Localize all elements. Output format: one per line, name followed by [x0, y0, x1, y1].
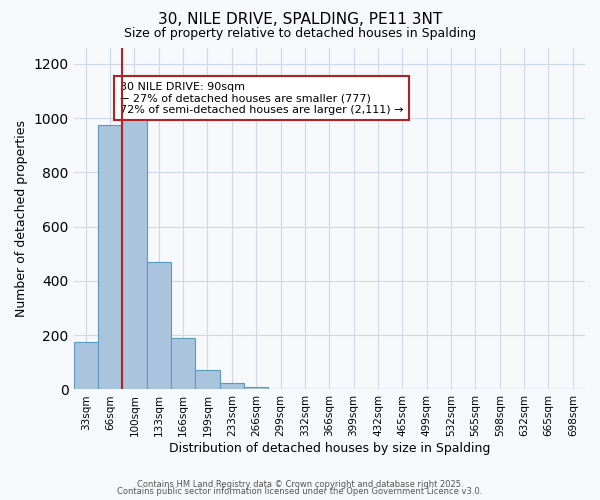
Bar	[122, 118, 146, 390]
Bar	[220, 384, 244, 390]
Bar	[171, 338, 196, 390]
Bar	[244, 386, 268, 390]
Y-axis label: Number of detached properties: Number of detached properties	[15, 120, 28, 317]
Text: Contains public sector information licensed under the Open Government Licence v3: Contains public sector information licen…	[118, 487, 482, 496]
Text: Size of property relative to detached houses in Spalding: Size of property relative to detached ho…	[124, 28, 476, 40]
Text: 30, NILE DRIVE, SPALDING, PE11 3NT: 30, NILE DRIVE, SPALDING, PE11 3NT	[158, 12, 442, 28]
Bar	[74, 342, 98, 390]
X-axis label: Distribution of detached houses by size in Spalding: Distribution of detached houses by size …	[169, 442, 490, 455]
Bar	[98, 125, 122, 390]
Bar	[196, 370, 220, 390]
Text: 30 NILE DRIVE: 90sqm
← 27% of detached houses are smaller (777)
72% of semi-deta: 30 NILE DRIVE: 90sqm ← 27% of detached h…	[119, 82, 403, 115]
Bar	[146, 262, 171, 390]
Text: Contains HM Land Registry data © Crown copyright and database right 2025.: Contains HM Land Registry data © Crown c…	[137, 480, 463, 489]
